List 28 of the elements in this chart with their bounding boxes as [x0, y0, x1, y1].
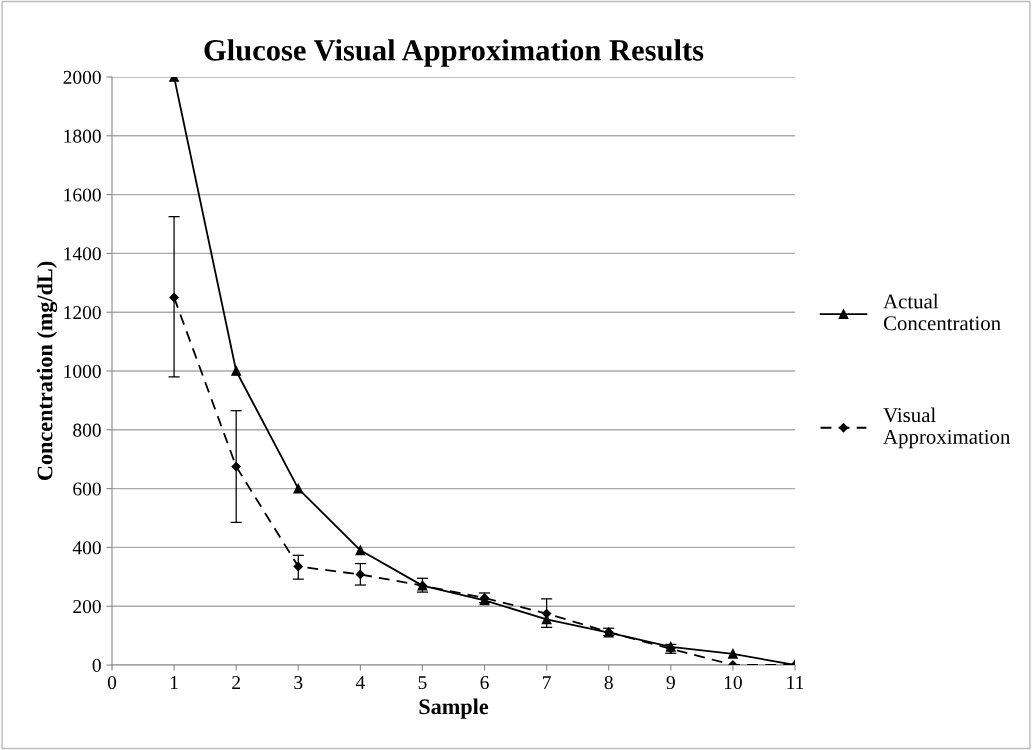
- y-tick-label: 2000: [63, 70, 101, 84]
- x-tick-label: 0: [107, 675, 117, 690]
- legend-label: Visual Approximation: [883, 407, 1011, 449]
- x-tick-label: 5: [418, 676, 427, 690]
- x-tick-label: 9: [666, 676, 675, 690]
- y-axis-title: Concentration (mg/dL): [36, 261, 58, 481]
- y-tick-label: 1800: [64, 129, 101, 143]
- y-tick-label: 1600: [64, 188, 101, 202]
- x-tick-label: 10: [724, 675, 742, 690]
- x-tick-label: 6: [480, 676, 489, 690]
- y-tick-label: 0: [92, 658, 101, 672]
- y-tick-label: 600: [73, 482, 101, 496]
- x-tick-label: 8: [604, 675, 613, 690]
- y-tick-label: 1200: [64, 306, 101, 320]
- x-tick-label: 7: [543, 676, 551, 689]
- legend-label: Actual Concentration: [883, 293, 1001, 331]
- y-tick-label: 800: [73, 423, 101, 437]
- x-tick-label: 1: [170, 676, 178, 689]
- y-tick-label: 1000: [64, 364, 101, 378]
- x-tick-label: 11: [787, 676, 804, 689]
- y-tick-label: 400: [72, 541, 101, 555]
- y-tick-label: 200: [73, 600, 101, 614]
- chart-title: Glucose Visual Approximation Results: [204, 39, 704, 67]
- x-tick-label: 4: [355, 676, 365, 689]
- x-axis-title: Sample: [419, 698, 489, 719]
- y-tick-label: 1400: [64, 247, 101, 261]
- x-tick-label: 3: [294, 676, 303, 690]
- x-tick-label: 2: [232, 676, 240, 689]
